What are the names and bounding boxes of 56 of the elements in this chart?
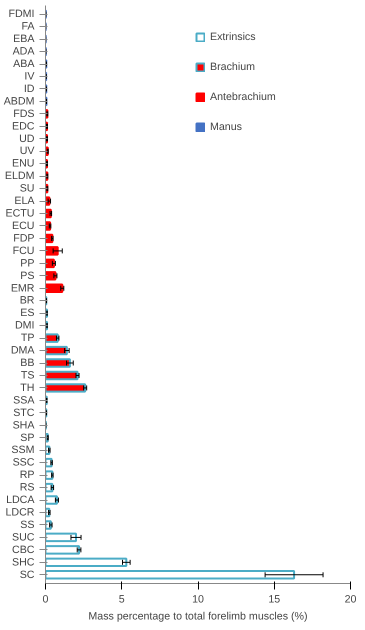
- y-tick-label: LDCA: [6, 494, 36, 506]
- y-tick-label: SC: [20, 568, 35, 581]
- y-tick-label: ABDM: [4, 95, 35, 108]
- y-tick-label: SS: [20, 518, 35, 531]
- x-tick-label: 15: [268, 594, 280, 606]
- y-tick-label: SSA: [13, 394, 36, 406]
- y-tick-label: ELDM: [4, 170, 35, 182]
- y-tick-label: UD: [19, 132, 35, 145]
- y-tick-label: SHA: [12, 419, 36, 432]
- y-tick-label: ES: [20, 307, 35, 320]
- y-tick-label: ID: [24, 82, 35, 95]
- y-tick-label: PS: [20, 270, 35, 282]
- x-tick-label: 0: [42, 594, 49, 606]
- y-tick-label: RS: [20, 482, 35, 494]
- y-tick-label: SSC: [12, 456, 35, 469]
- y-tick-label: LDCR: [5, 506, 35, 518]
- y-tick-label: UV: [20, 145, 36, 158]
- y-tick-label: SUC: [12, 531, 35, 544]
- y-tick-label: PP: [20, 257, 35, 270]
- y-tick-label: BB: [20, 357, 35, 370]
- y-tick-label: DMA: [10, 344, 36, 357]
- legend-label: Extrinsics: [210, 31, 256, 43]
- y-tick-label: ELA: [14, 195, 36, 208]
- legend-label: Manus: [210, 121, 242, 133]
- y-tick-label: TH: [20, 382, 35, 394]
- x-tick-label: 5: [118, 594, 125, 606]
- y-tick-label: FDP: [13, 232, 34, 244]
- y-tick-label: IV: [24, 70, 36, 83]
- y-tick-label: SP: [20, 432, 35, 444]
- y-tick-label: FDS: [13, 108, 34, 120]
- y-tick-label: FDMI: [8, 8, 35, 20]
- y-tick-label: ECTU: [5, 208, 35, 220]
- y-tick-label: TS: [20, 369, 35, 382]
- y-tick-label: EDC: [12, 120, 35, 132]
- y-tick-label: RP: [20, 469, 35, 482]
- y-tick-label: FA: [21, 20, 36, 33]
- legend-label: Brachium: [210, 61, 256, 73]
- y-tick-label: EMR: [10, 282, 35, 294]
- y-tick-label: BR: [20, 294, 35, 307]
- y-tick-label: ENU: [12, 158, 34, 170]
- y-tick-label: SHC: [12, 556, 35, 568]
- y-tick-label: DMI: [14, 320, 35, 332]
- y-tick-label: EBA: [13, 33, 36, 46]
- x-tick-label: 10: [192, 594, 204, 606]
- y-tick-label: ECU: [12, 220, 34, 232]
- y-tick-label: FCU: [12, 244, 35, 257]
- x-tick-label: 20: [344, 594, 356, 606]
- y-tick-label: SSM: [11, 444, 34, 456]
- y-tick-label: TP: [20, 332, 35, 344]
- y-tick-label: ADA: [12, 46, 36, 58]
- y-tick-label: STC: [13, 406, 35, 419]
- y-tick-label: CBC: [12, 544, 35, 556]
- y-tick-label: SU: [20, 182, 35, 195]
- x-axis-title: Mass percentage to total forelimb muscles (%): [88, 610, 308, 622]
- legend-label: Antebrachium: [210, 91, 276, 103]
- y-tick-label: ABA: [13, 58, 36, 70]
